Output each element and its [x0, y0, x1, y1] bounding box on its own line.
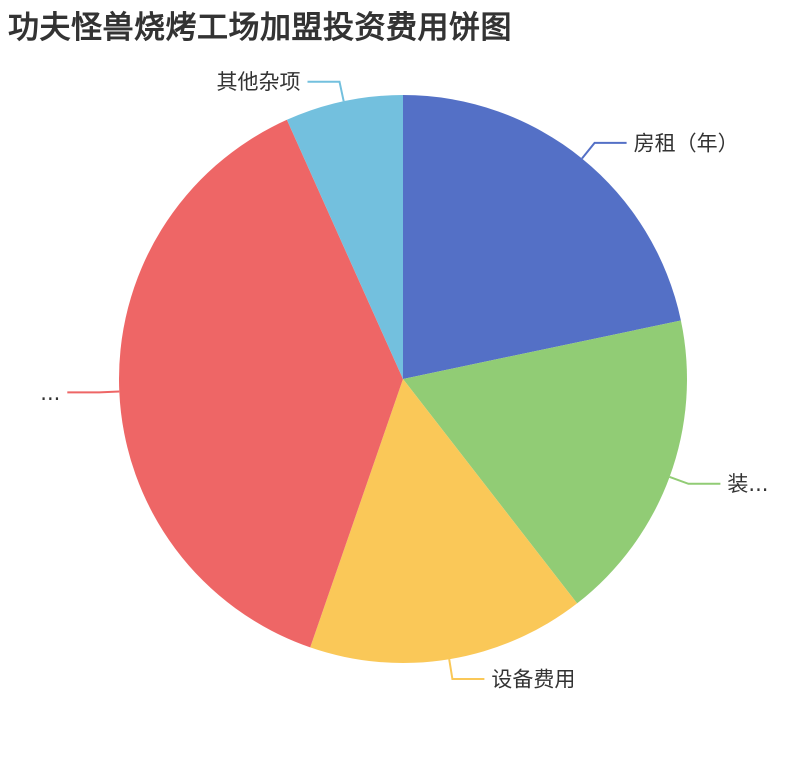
slice-label-4: ... — [40, 381, 60, 405]
pie-slice-2[interactable] — [403, 320, 687, 604]
slice-label-3: 设备费用 — [491, 667, 575, 691]
slice-label-5: 其他杂项 — [217, 70, 301, 94]
pie-slice-1[interactable] — [403, 95, 681, 379]
label-leader-line-2 — [669, 475, 721, 485]
label-leader-line-4 — [67, 390, 120, 394]
pie-slice-5[interactable] — [286, 95, 403, 379]
chart-title: 功夫怪兽烧烤工场加盟投资费用饼图 — [8, 10, 512, 46]
slice-label-2: 装... — [727, 472, 768, 496]
label-leader-line-3 — [448, 659, 485, 680]
pie-slice-4[interactable] — [118, 119, 403, 648]
slice-label-1: 房租（年） — [634, 131, 739, 155]
label-leader-line-5 — [307, 80, 345, 102]
label-leader-line-1 — [581, 141, 627, 160]
pie-slice-3[interactable] — [310, 379, 578, 663]
